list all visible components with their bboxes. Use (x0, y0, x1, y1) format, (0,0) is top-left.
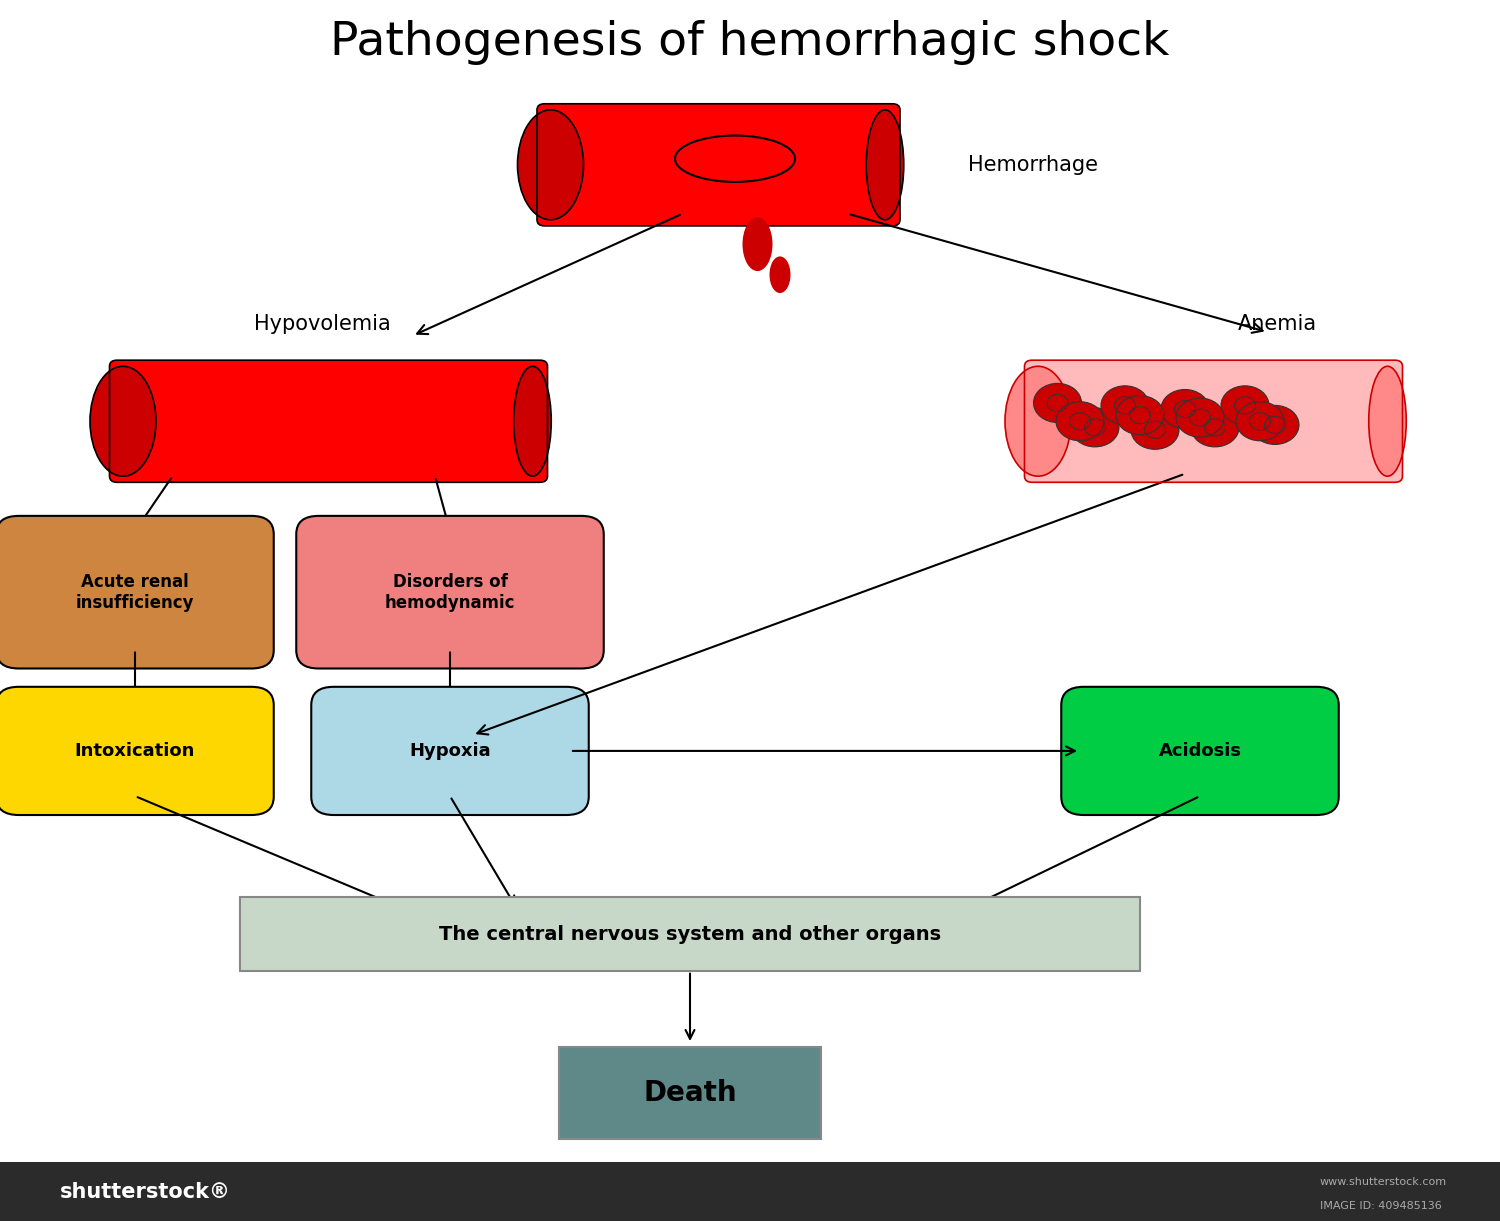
Ellipse shape (90, 366, 156, 476)
Ellipse shape (867, 110, 903, 220)
Ellipse shape (770, 256, 790, 293)
Text: IMAGE ID: 409485136: IMAGE ID: 409485136 (1320, 1201, 1442, 1211)
Circle shape (1056, 402, 1104, 441)
Text: Acute renal
insufficiency: Acute renal insufficiency (75, 573, 195, 612)
Circle shape (1101, 386, 1149, 425)
Circle shape (1236, 402, 1284, 441)
FancyBboxPatch shape (1024, 360, 1402, 482)
Ellipse shape (513, 366, 552, 476)
FancyBboxPatch shape (0, 686, 273, 816)
Text: Death: Death (644, 1079, 736, 1106)
Circle shape (1116, 396, 1164, 435)
Circle shape (1071, 408, 1119, 447)
Circle shape (1176, 398, 1224, 437)
Text: Acidosis: Acidosis (1158, 742, 1242, 759)
Text: Hemorrhage: Hemorrhage (968, 155, 1098, 175)
FancyBboxPatch shape (537, 104, 900, 226)
Bar (240, 897, 1140, 971)
Ellipse shape (742, 217, 772, 271)
FancyBboxPatch shape (110, 360, 548, 482)
Text: shutterstock®: shutterstock® (60, 1182, 231, 1201)
Circle shape (1034, 383, 1082, 422)
Circle shape (1131, 410, 1179, 449)
Ellipse shape (518, 110, 584, 220)
FancyBboxPatch shape (0, 515, 273, 668)
Text: Anemia: Anemia (1238, 314, 1317, 333)
Ellipse shape (1368, 366, 1407, 476)
FancyBboxPatch shape (296, 515, 603, 668)
Circle shape (1251, 405, 1299, 444)
Text: Hypovolemia: Hypovolemia (254, 314, 392, 333)
Text: Disorders of
hemodynamic: Disorders of hemodynamic (384, 573, 516, 612)
Bar (0, 1162, 1500, 1221)
Text: The central nervous system and other organs: The central nervous system and other org… (440, 924, 940, 944)
Bar (560, 1046, 822, 1138)
Ellipse shape (1005, 366, 1071, 476)
Text: Intoxication: Intoxication (75, 742, 195, 759)
Text: Pathogenesis of hemorrhagic shock: Pathogenesis of hemorrhagic shock (330, 21, 1170, 65)
Text: www.shutterstock.com: www.shutterstock.com (1320, 1177, 1448, 1187)
FancyBboxPatch shape (310, 686, 588, 816)
Circle shape (1221, 386, 1269, 425)
Circle shape (1191, 408, 1239, 447)
Text: Hypoxia: Hypoxia (410, 742, 491, 759)
Circle shape (1161, 389, 1209, 429)
FancyBboxPatch shape (1062, 686, 1338, 816)
